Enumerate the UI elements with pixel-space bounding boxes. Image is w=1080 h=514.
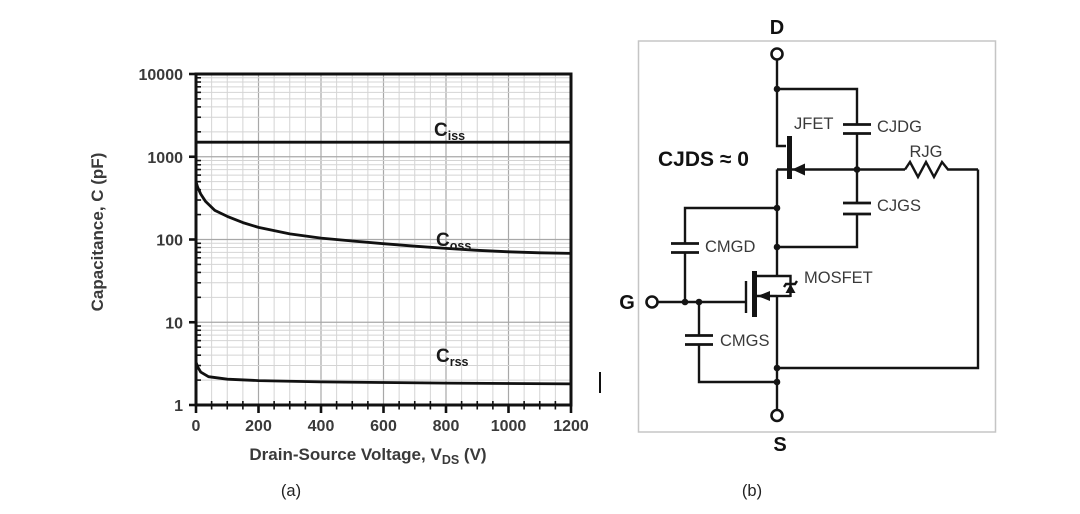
x-axis-title-unit: (V) xyxy=(459,445,486,464)
x-axis-title-main: Drain-Source Voltage, V xyxy=(249,445,442,464)
x-tick-label: 0 xyxy=(192,418,201,435)
panel-b-border xyxy=(637,40,997,433)
curve-label-coss: Coss xyxy=(436,230,471,253)
jfet-symbol xyxy=(787,136,805,179)
gate-terminal-icon xyxy=(645,295,659,309)
cjdg-label: CJDG xyxy=(877,118,922,136)
caption-b: (b) xyxy=(741,482,763,500)
jfet-gate-arrow-icon xyxy=(792,163,805,176)
curve-label-ciss: Ciss xyxy=(434,120,465,143)
y-tick-label: 1000 xyxy=(147,150,183,167)
curve-label-crss: Crss xyxy=(436,346,469,369)
y-tick-label: 1 xyxy=(174,398,183,415)
x-tick-label: 1200 xyxy=(553,418,589,435)
source-terminal-icon xyxy=(770,408,784,423)
junction-dots xyxy=(681,85,861,386)
gate-label: G xyxy=(619,292,635,314)
x-axis-title: Drain-Source Voltage, VDS (V) xyxy=(249,445,486,467)
chart-gridlines xyxy=(196,74,571,405)
jfet-label: JFET xyxy=(794,115,833,133)
cjdg-capacitor xyxy=(843,123,871,135)
mosfet-symbol xyxy=(744,271,798,317)
x-tick-label: 200 xyxy=(245,418,272,435)
chart-tick-labels: 0 200 400 600 800 1000 1200 1 10 100 1000 10000 xyxy=(139,67,589,435)
cmgs-capacitor xyxy=(685,334,713,346)
x-tick-label: 1000 xyxy=(491,418,527,435)
drain-label: D xyxy=(770,17,784,39)
caption-a: (a) xyxy=(280,482,302,500)
circuit-diagram: D G S CJDS ≈ 0 JFET MOSFET CJDG CJGS RJG… xyxy=(619,17,997,456)
curve-crss xyxy=(194,360,573,386)
x-tick-label: 800 xyxy=(433,418,460,435)
mosfet-label: MOSFET xyxy=(804,269,873,287)
x-tick-label: 400 xyxy=(308,418,335,435)
rjg-label: RJG xyxy=(910,143,943,161)
y-axis-title: Capacitance, C (pF) xyxy=(88,153,107,312)
drain-terminal-icon xyxy=(770,47,784,61)
chart-ticks xyxy=(189,72,573,413)
chart-curves xyxy=(194,140,573,386)
cmgs-label: CMGS xyxy=(720,332,770,350)
mosfet-source-arrow-icon xyxy=(757,291,770,301)
cmgd-capacitor xyxy=(671,242,699,254)
y-tick-label: 10 xyxy=(165,315,183,332)
y-tick-label: 10000 xyxy=(139,67,184,84)
stray-cursor-artifact xyxy=(599,372,601,393)
source-label: S xyxy=(773,434,786,456)
cjgs-label: CJGS xyxy=(877,197,921,215)
curve-coss xyxy=(194,180,573,255)
cjgs-capacitor xyxy=(843,201,871,216)
cjds-annotation: CJDS ≈ 0 xyxy=(658,148,749,171)
y-tick-label: 100 xyxy=(156,233,183,250)
x-tick-label: 600 xyxy=(370,418,397,435)
capacitor-plates xyxy=(671,123,871,346)
body-diode-icon xyxy=(785,284,796,293)
circuit-wires xyxy=(657,59,980,410)
cmgd-label: CMGD xyxy=(705,238,755,256)
x-axis-title-sub: DS xyxy=(442,453,459,467)
capacitance-chart: 0 200 400 600 800 1000 1200 1 10 100 1000 10000 Cap… xyxy=(88,67,589,467)
